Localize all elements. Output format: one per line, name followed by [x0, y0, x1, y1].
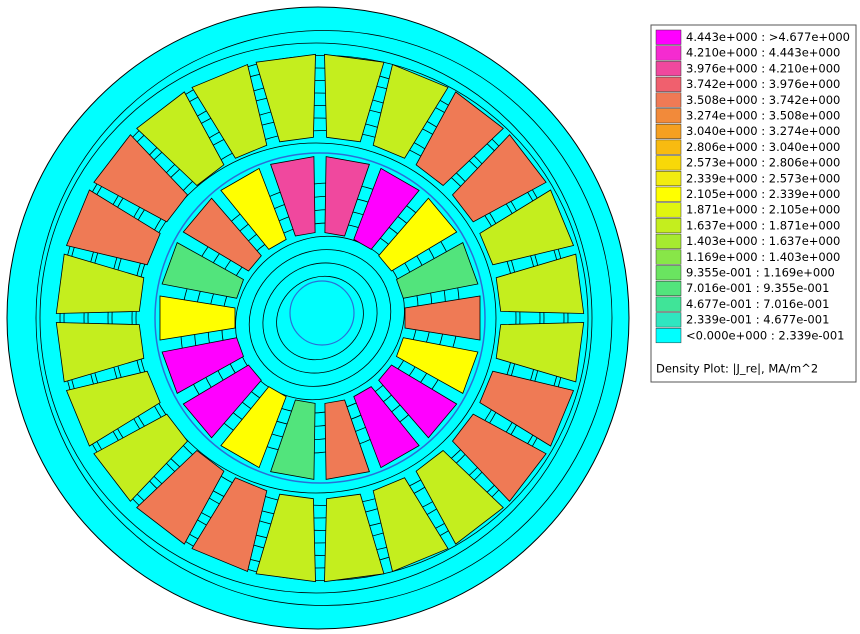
legend-label: 7.016e-001 : 9.355e-001 [686, 281, 829, 295]
legend-swatch [656, 218, 681, 233]
legend-label: 1.169e+000 : 1.403e+000 [686, 250, 840, 264]
legend-label: 2.573e+000 : 2.806e+000 [686, 156, 840, 170]
legend-label: 2.806e+000 : 3.040e+000 [686, 140, 840, 154]
legend-swatch [656, 187, 681, 202]
legend-label: 3.040e+000 : 3.274e+000 [686, 124, 840, 138]
shaft [290, 281, 354, 345]
legend-label: 3.976e+000 : 4.210e+000 [686, 61, 840, 75]
legend-label: 1.403e+000 : 1.637e+000 [686, 234, 840, 248]
legend-label: 3.274e+000 : 3.508e+000 [686, 109, 840, 123]
legend-label: 9.355e-001 : 1.169e+000 [686, 266, 835, 280]
legend-label: 2.339e-001 : 4.677e-001 [686, 313, 829, 327]
legend-swatch [656, 313, 681, 328]
legend-swatch [656, 250, 681, 264]
legend-label: 4.443e+000 : >4.677e+000 [686, 30, 850, 44]
legend-label: 1.637e+000 : 1.871e+000 [686, 218, 840, 232]
legend-swatch [656, 140, 681, 155]
legend-label: 3.742e+000 : 3.976e+000 [686, 77, 840, 91]
legend-swatch [656, 234, 681, 249]
legend-swatch [656, 124, 681, 139]
legend-title: Density Plot: |J_re|, MA/m^2 [656, 362, 818, 376]
motor-plot [7, 7, 629, 629]
legend-label: <0.000e+000 : 2.339e-001 [686, 328, 845, 342]
legend-swatch [656, 93, 681, 108]
legend-label: 4.677e-001 : 7.016e-001 [686, 297, 829, 311]
legend-label: 1.871e+000 : 2.105e+000 [686, 203, 840, 217]
legend-swatch [656, 46, 681, 61]
legend-label: 2.105e+000 : 2.339e+000 [686, 187, 840, 201]
legend-swatch [656, 109, 681, 124]
legend-swatch [656, 297, 681, 312]
legend-swatch [656, 171, 681, 186]
legend-label: 4.210e+000 : 4.443e+000 [686, 46, 840, 60]
legend-swatch [656, 203, 681, 218]
legend-swatch [656, 30, 681, 45]
legend-swatch [656, 266, 681, 281]
legend-swatch [656, 61, 681, 76]
legend-swatch [656, 77, 681, 92]
legend-label: 2.339e+000 : 2.573e+000 [686, 171, 840, 185]
legend-swatch [656, 156, 681, 171]
legend-swatch [656, 328, 681, 343]
legend-swatch [656, 281, 681, 296]
legend-label: 3.508e+000 : 3.742e+000 [686, 93, 840, 107]
page: {"legend": {"entries": [ {"label": "4.44… [0, 0, 860, 630]
screenshot: 4.443e+000 : >4.677e+000 4.210e+000 : 4.4… [0, 0, 860, 630]
